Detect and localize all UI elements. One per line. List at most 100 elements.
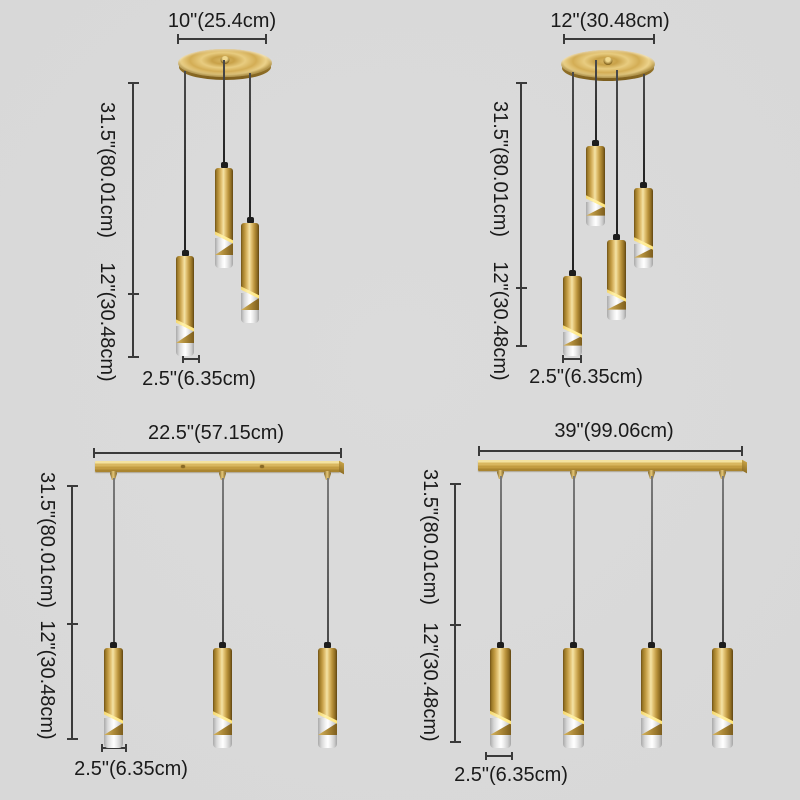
- pendant-cord: [499, 476, 502, 643]
- dimension-tick: [198, 355, 200, 363]
- canopy-width-dimension-line: [93, 448, 342, 458]
- dimension-tick: [449, 741, 461, 743]
- dimension-tick: [563, 34, 565, 44]
- pendant: [215, 60, 233, 268]
- pendant-height-label: 12"(30.48cm): [96, 262, 118, 382]
- dimension-tick: [66, 485, 78, 487]
- tube-gold-body: [634, 188, 653, 247]
- linear-canopy: [95, 460, 344, 480]
- canopy-width-label: 39"(99.06cm): [554, 420, 674, 442]
- dimension-tick: [177, 34, 179, 44]
- pendant-connector: [613, 234, 620, 240]
- pendant-height-label: 12"(30.48cm): [36, 620, 58, 740]
- variant-linear-4-light: 39"(99.06cm): [400, 400, 800, 800]
- tube-gold-body: [215, 168, 233, 242]
- pendant-connector: [719, 642, 726, 648]
- diameter-label: 2.5"(6.35cm): [529, 366, 643, 388]
- tube-gold-body: [241, 223, 259, 297]
- tube-gold-band: [634, 248, 653, 258]
- pendant-tube: [215, 168, 233, 268]
- canopy-hook: [719, 470, 726, 479]
- pendant: [563, 72, 582, 356]
- canopy-width-label: 12"(30.48cm): [550, 10, 670, 32]
- dimension-tick: [66, 738, 78, 740]
- dimension-tick: [562, 355, 564, 363]
- pendant-cord: [571, 72, 574, 271]
- canopy-hook: [324, 471, 331, 480]
- overall-height-label: 31.5"(80.01cm): [489, 100, 511, 238]
- tube-gold-band: [586, 206, 605, 216]
- pendant-connector: [592, 140, 599, 146]
- canopy-hook: [497, 470, 504, 479]
- pendant-cord: [112, 478, 115, 643]
- diameter-dimension-line: [562, 355, 582, 363]
- canopy-width-label: 22.5"(57.15cm): [147, 422, 285, 444]
- pendant-cord: [184, 71, 186, 251]
- pendant-connector: [570, 642, 577, 648]
- dimension-tick: [515, 287, 527, 289]
- tube-gold-body: [104, 648, 123, 722]
- pendant: [586, 60, 605, 226]
- pendant-cord: [721, 476, 724, 643]
- dimension-tick: [515, 82, 527, 84]
- variant-linear-3-light: 22.5"(57.15cm): [0, 400, 400, 800]
- tube-gold-body: [641, 648, 662, 722]
- pendant-tube: [241, 223, 259, 323]
- pendant-tube: [607, 240, 626, 320]
- pendant-connector: [219, 642, 226, 648]
- pendant-cord: [249, 73, 251, 218]
- pendant: [213, 478, 232, 748]
- pendant: [641, 476, 662, 748]
- canopy-endcap: [742, 459, 747, 474]
- tube-gold-body: [318, 648, 337, 722]
- pendant-cord: [615, 70, 618, 235]
- pendant-connector: [324, 642, 331, 648]
- dimension-tick: [653, 34, 655, 44]
- pendant-height-label: 12"(30.48cm): [489, 261, 511, 381]
- pendant: [634, 74, 653, 268]
- pendant-cord: [642, 74, 645, 183]
- dimension-tick: [478, 446, 480, 456]
- dimension-tick: [485, 752, 487, 760]
- pendant-tube: [634, 188, 653, 268]
- dimension-tick: [101, 744, 103, 752]
- pendant: [104, 478, 123, 748]
- pendant-tube: [104, 648, 123, 748]
- diameter-dimension-line: [182, 355, 200, 363]
- pendant: [176, 71, 194, 356]
- pendant-cord: [223, 60, 225, 163]
- dimension-tick: [127, 82, 139, 84]
- dimension-tick: [580, 355, 582, 363]
- pendant-cord: [572, 476, 575, 643]
- pendant-connector: [110, 642, 117, 648]
- canopy-width-dimension-line: [563, 34, 655, 44]
- dimension-tick: [125, 744, 127, 752]
- canopy-hook: [110, 471, 117, 480]
- tube-gold-body: [490, 648, 511, 722]
- pendant-tube: [490, 648, 511, 748]
- pendant-tube: [176, 256, 194, 356]
- pendant: [241, 73, 259, 323]
- diameter-dimension-line: [485, 752, 513, 760]
- tube-gold-body: [563, 276, 582, 335]
- dimension-tick: [66, 623, 78, 625]
- pendant: [318, 478, 337, 748]
- tube-gold-body: [607, 240, 626, 299]
- dimension-tick: [93, 448, 95, 458]
- overall-height-label: 31.5"(80.01cm): [36, 471, 58, 609]
- overall-height-label: 31.5"(80.01cm): [419, 468, 441, 606]
- overall-height-dimension-line: [515, 82, 527, 347]
- pendant-tube: [318, 648, 337, 748]
- round-canopy: [178, 49, 272, 80]
- pendant-tube: [563, 276, 582, 356]
- dimension-tick: [741, 446, 743, 456]
- dimension-tick: [449, 624, 461, 626]
- canopy-hook: [219, 471, 226, 480]
- variant-round-3-light: 10"(25.4cm): [0, 0, 400, 400]
- pendant-height-label: 12"(30.48cm): [419, 622, 441, 742]
- pendant-connector: [648, 642, 655, 648]
- pendant-tube: [213, 648, 232, 748]
- pendant-tube: [641, 648, 662, 748]
- pendant-connector: [640, 182, 647, 188]
